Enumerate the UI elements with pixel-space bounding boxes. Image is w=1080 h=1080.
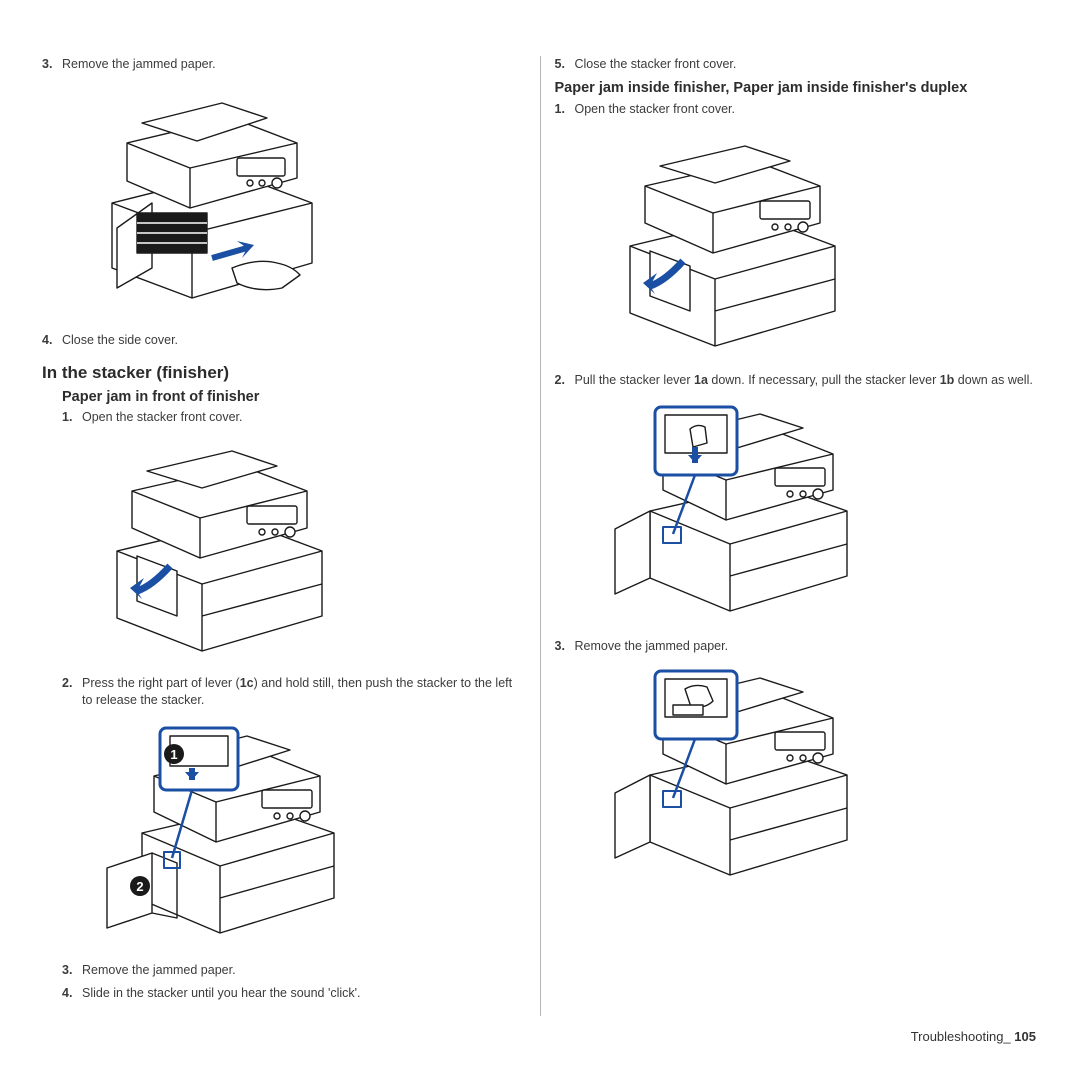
- subheading-jam-front: Paper jam in front of finisher: [62, 389, 526, 405]
- heading-stacker-finisher: In the stacker (finisher): [42, 363, 526, 383]
- figure-pull-lever-1a: [595, 399, 1039, 624]
- step-text: Press the right part of lever (1c) and h…: [82, 675, 526, 709]
- step-text: Open the stacker front cover.: [82, 409, 526, 426]
- left-column: 3. Remove the jammed paper.: [42, 56, 540, 1016]
- left-a-step-2: 2. Press the right part of lever (1c) an…: [62, 675, 526, 709]
- right-b-step-3: 3. Remove the jammed paper.: [555, 638, 1039, 655]
- step-number: 3.: [42, 56, 62, 73]
- right-column: 5. Close the stacker front cover. Paper …: [541, 56, 1039, 1016]
- right-b-step-1: 1. Open the stacker front cover.: [555, 101, 1039, 118]
- callout-badge-2: 2: [130, 876, 150, 896]
- right-step-5: 5. Close the stacker front cover.: [555, 56, 1039, 73]
- figure-remove-paper-stacker: [595, 665, 1039, 885]
- footer-page-number: 105: [1014, 1029, 1036, 1044]
- step-text: Close the side cover.: [62, 332, 526, 349]
- step-number: 4.: [42, 332, 62, 349]
- left-step-4: 4. Close the side cover.: [42, 332, 526, 349]
- step-text: Open the stacker front cover.: [575, 101, 1039, 118]
- step-number: 2.: [62, 675, 82, 709]
- page-footer: Troubleshooting_ 105: [911, 1029, 1036, 1044]
- step-text: Remove the jammed paper.: [62, 56, 526, 73]
- callout-badge-1: 1: [164, 744, 184, 764]
- footer-section: Troubleshooting_: [911, 1029, 1011, 1044]
- step-number: 5.: [555, 56, 575, 73]
- step-text-b2: 1b: [940, 373, 955, 387]
- step-text-pre: Pull the stacker lever: [575, 373, 695, 387]
- step-number: 4.: [62, 985, 82, 1002]
- step-number: 1.: [62, 409, 82, 426]
- step-text: Pull the stacker lever 1a down. If neces…: [575, 372, 1039, 389]
- figure-press-lever-1c: 1 2: [82, 718, 526, 948]
- step-text: Close the stacker front cover.: [575, 56, 1039, 73]
- step-text-post: down as well.: [954, 373, 1033, 387]
- svg-text:1: 1: [170, 747, 177, 762]
- figure-open-stacker-cover-left: [82, 436, 526, 661]
- step-text: Remove the jammed paper.: [575, 638, 1039, 655]
- left-step-3: 3. Remove the jammed paper.: [42, 56, 526, 73]
- step-text-mid: down. If necessary, pull the stacker lev…: [708, 373, 940, 387]
- step-number: 3.: [555, 638, 575, 655]
- step-text: Slide in the stacker until you hear the …: [82, 985, 526, 1002]
- left-a-step-4: 4. Slide in the stacker until you hear t…: [62, 985, 526, 1002]
- left-a-step-1: 1. Open the stacker front cover.: [62, 409, 526, 426]
- step-text-bold: 1c: [240, 676, 254, 690]
- right-b-step-2: 2. Pull the stacker lever 1a down. If ne…: [555, 372, 1039, 389]
- figure-remove-paper-side: [82, 83, 526, 318]
- svg-text:2: 2: [136, 879, 143, 894]
- left-a-step-3: 3. Remove the jammed paper.: [62, 962, 526, 979]
- step-text: Remove the jammed paper.: [82, 962, 526, 979]
- page-columns: 3. Remove the jammed paper.: [42, 56, 1038, 1016]
- step-text-pre: Press the right part of lever (: [82, 676, 240, 690]
- step-number: 1.: [555, 101, 575, 118]
- figure-open-stacker-cover-right: [595, 128, 1039, 358]
- step-text-b1: 1a: [694, 373, 708, 387]
- step-number: 3.: [62, 962, 82, 979]
- subheading-jam-inside-duplex: Paper jam inside finisher, Paper jam ins…: [555, 79, 1039, 97]
- step-number: 2.: [555, 372, 575, 389]
